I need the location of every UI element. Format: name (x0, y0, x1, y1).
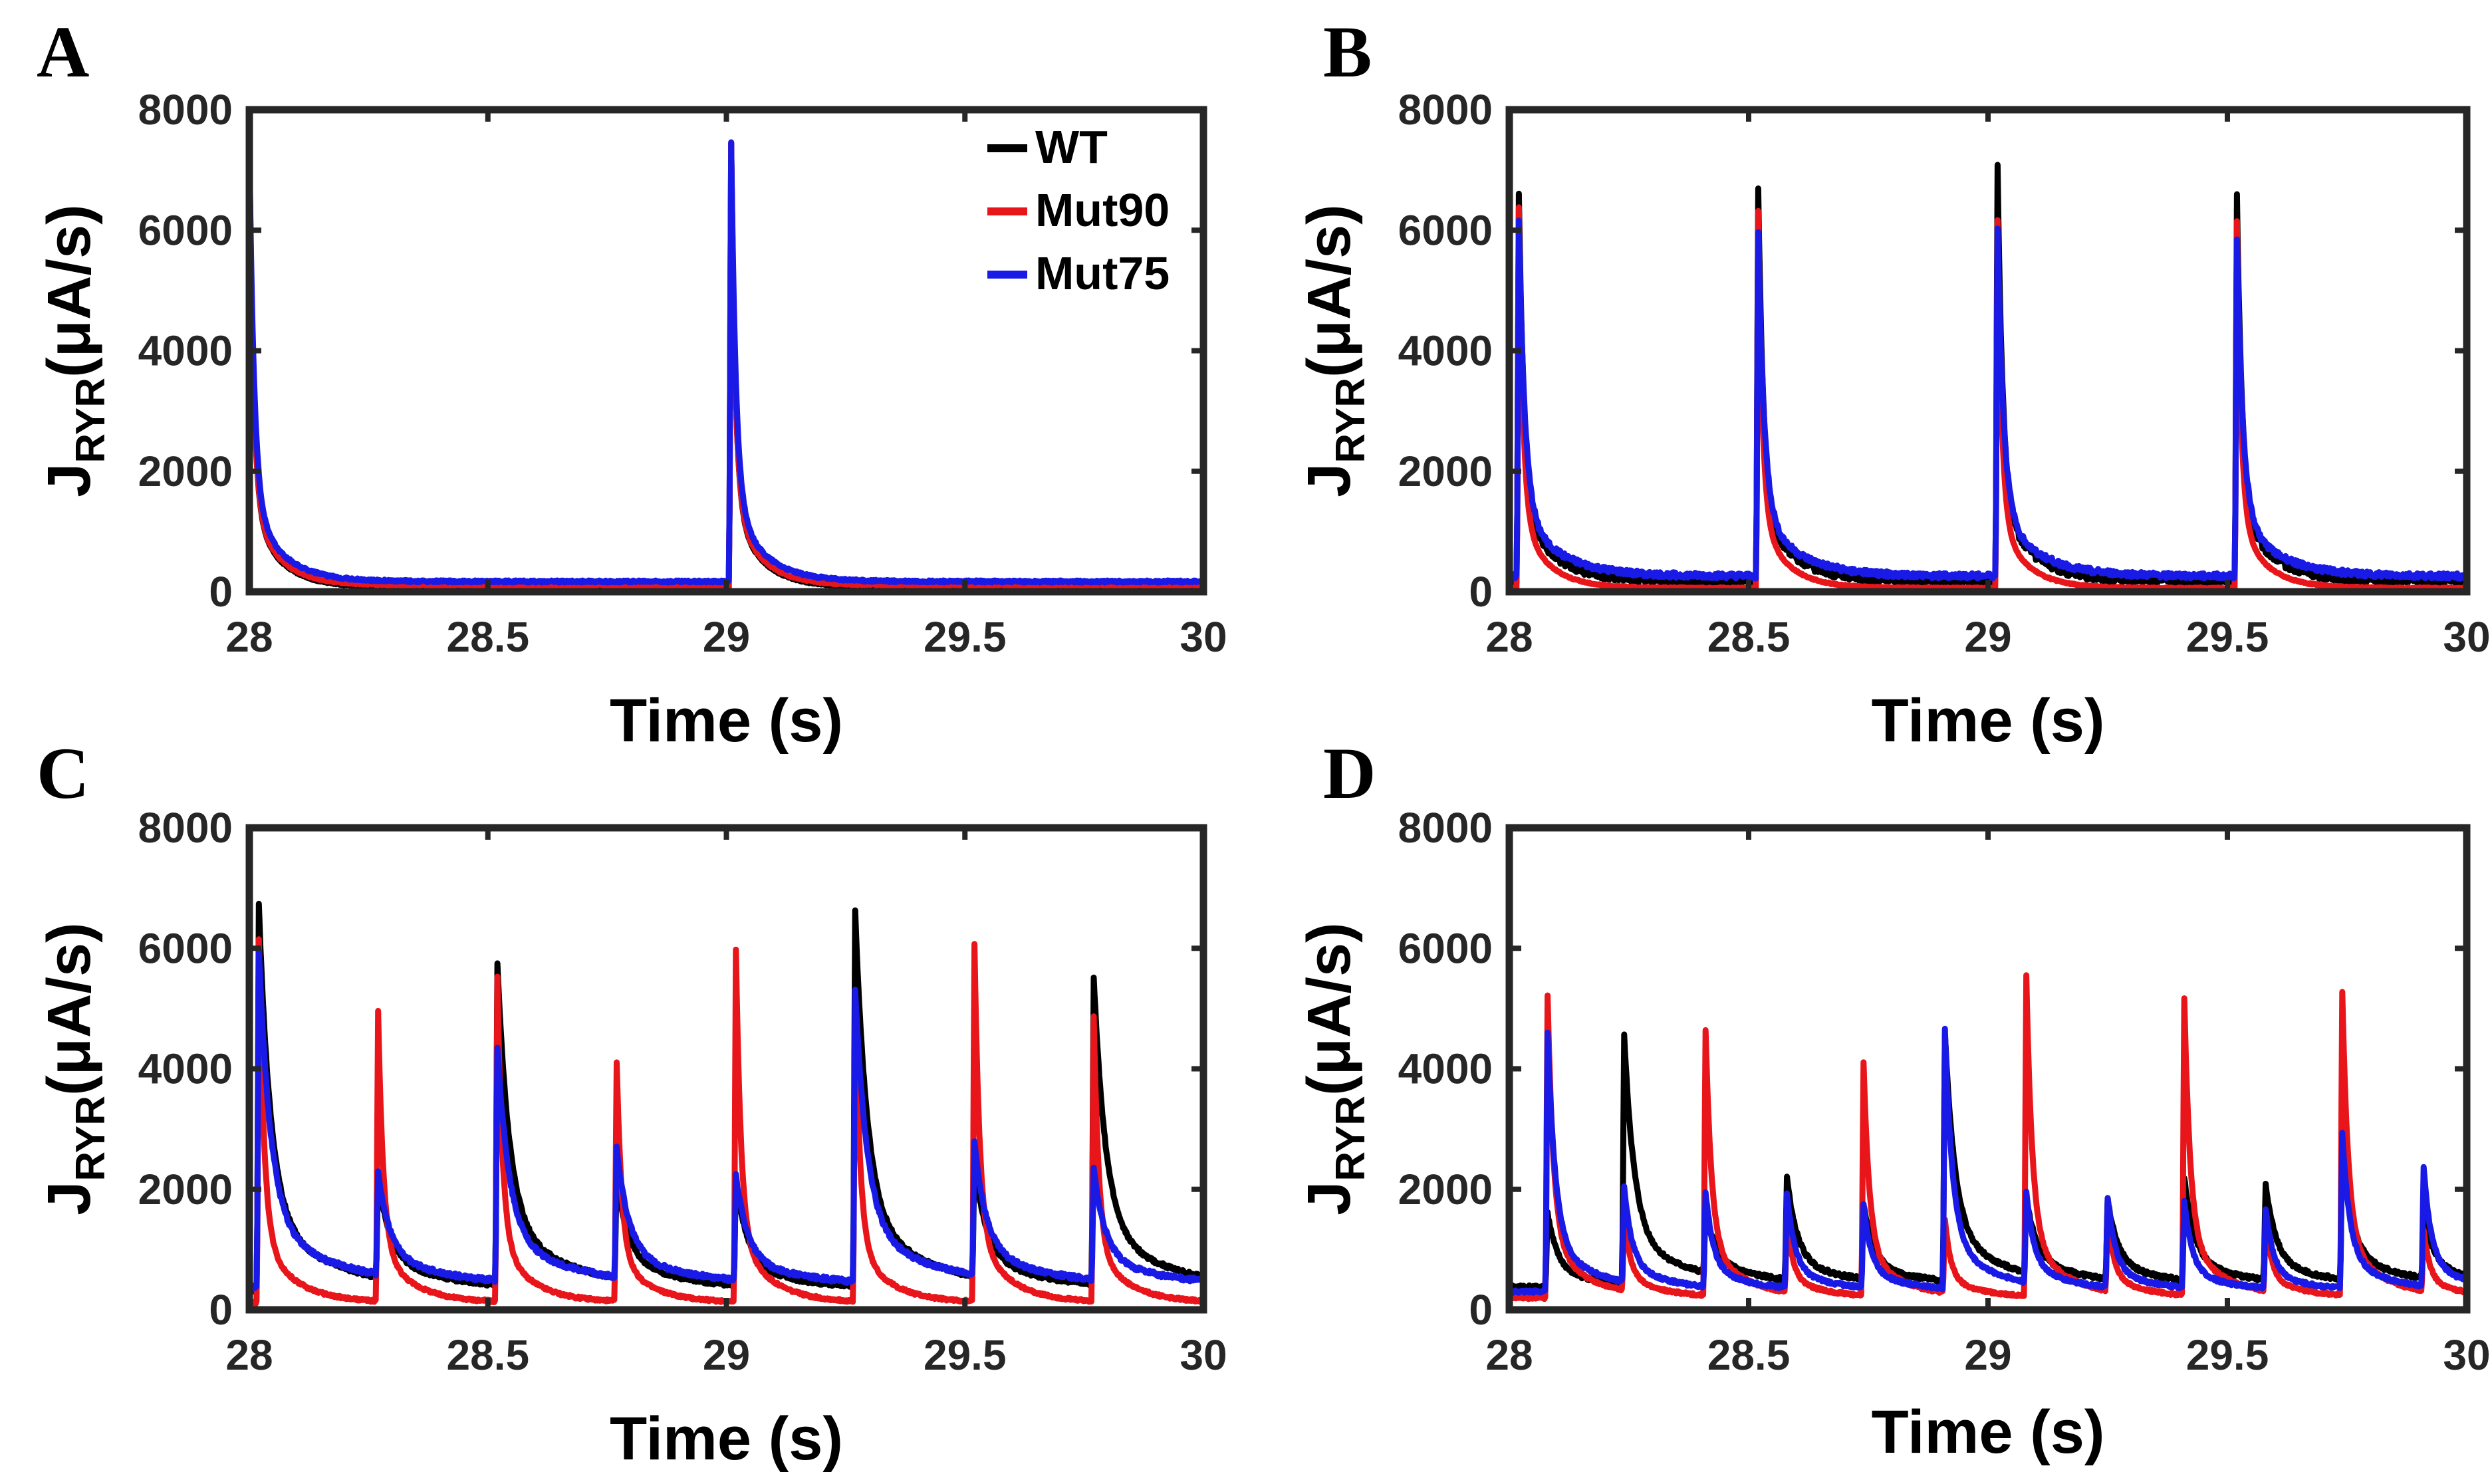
y-axis-label-d: JRYR(μA/s) (1295, 922, 1374, 1215)
y-tick-label-c: 0 (209, 1286, 233, 1334)
y-axis-label-unit-b: (μA/s) (1295, 204, 1363, 378)
x-tick-label-c: 28.5 (446, 1331, 529, 1379)
y-tick-label-b: 0 (1469, 568, 1493, 616)
y-axis-label-b: JRYR(μA/s) (1295, 204, 1374, 497)
y-axis-label-unit-c: (μA/s) (35, 922, 103, 1096)
x-tick-label-a: 28 (225, 613, 273, 661)
y-tick-label-b: 2000 (1398, 447, 1493, 495)
x-axis-label-c: Time (s) (610, 1405, 843, 1473)
y-tick-label-d: 4000 (1398, 1045, 1493, 1093)
x-tick-label-b: 28 (1485, 613, 1533, 661)
y-axis-label-main-b: J (1295, 463, 1363, 497)
y-tick-label-b: 8000 (1398, 86, 1493, 134)
y-axis-label-main-c: J (35, 1181, 103, 1215)
x-tick-label-b: 28.5 (1707, 613, 1791, 661)
legend-label-wt: WT (1035, 121, 1108, 173)
x-axis-label-d: Time (s) (1871, 1398, 2104, 1466)
panel-c-traces (249, 900, 1203, 1307)
y-axis-label-c: JRYR(μA/s) (35, 922, 114, 1215)
y-tick-label-b: 4000 (1398, 327, 1493, 375)
y-tick-label-c: 8000 (138, 804, 233, 852)
y-tick-label-a: 4000 (138, 327, 233, 375)
y-tick-label-d: 0 (1469, 1286, 1493, 1334)
y-axis-label-sub-d: RYR (1328, 1096, 1374, 1181)
y-tick-label-a: 8000 (138, 86, 233, 134)
panel-d-traces (1509, 972, 2467, 1302)
panel-b-traces (1509, 162, 2467, 592)
x-tick-label-d: 28.5 (1707, 1331, 1791, 1379)
panel-letter-d: D (1323, 733, 1376, 814)
x-tick-label-d: 29 (1964, 1331, 2011, 1379)
x-tick-label-d: 30 (2443, 1331, 2490, 1379)
x-tick-label-b: 29.5 (2186, 613, 2269, 661)
legend-label-mut75: Mut75 (1035, 247, 1170, 299)
x-tick-label-c: 29.5 (924, 1331, 1007, 1379)
y-tick-label-d: 6000 (1398, 924, 1493, 972)
x-tick-label-a: 29.5 (924, 613, 1007, 661)
x-tick-label-c: 28 (225, 1331, 273, 1379)
y-tick-label-c: 4000 (138, 1045, 233, 1093)
series-wt-line-b (1509, 162, 2467, 588)
x-tick-label-a: 28.5 (446, 613, 529, 661)
y-tick-label-a: 0 (209, 568, 233, 616)
y-tick-label-c: 6000 (138, 924, 233, 972)
y-tick-label-d: 2000 (1398, 1166, 1493, 1213)
series-mut75-line-b (1509, 217, 2467, 582)
panel-letter-c: C (37, 733, 89, 814)
y-axis-label-sub-a: RYR (68, 378, 114, 463)
x-tick-label-d: 28 (1485, 1331, 1533, 1379)
y-axis-label-a: JRYR(μA/s) (35, 204, 114, 497)
series-mut90-line-c (249, 936, 1203, 1307)
panel-letter-b: B (1323, 11, 1372, 92)
x-tick-label-d: 29.5 (2186, 1331, 2269, 1379)
y-tick-label-a: 2000 (138, 447, 233, 495)
series-wt-line-d (1509, 1031, 2467, 1292)
y-tick-label-d: 8000 (1398, 804, 1493, 852)
x-tick-label-c: 29 (703, 1331, 750, 1379)
series-mut90-line-b (1509, 204, 2467, 592)
x-axis-label-b: Time (s) (1871, 687, 2104, 755)
y-axis-label-unit-a: (μA/s) (35, 204, 103, 378)
axes-box-a (245, 106, 1207, 596)
y-axis-label-sub-c: RYR (68, 1096, 114, 1181)
series-mut75-line-d (1509, 1025, 2467, 1297)
y-axis-label-main-d: J (1295, 1181, 1363, 1215)
axes-layer: 28 28.5 29 29.5 30 0 2000 4000 6000 8000 Time (s) J… (35, 11, 2491, 1473)
legend: WT Mut90 Mut75 (987, 121, 1170, 299)
y-axis-label-unit-d: (μA/s) (1295, 922, 1363, 1096)
x-tick-label-b: 30 (2443, 613, 2490, 661)
series-mut75-line-c (249, 947, 1203, 1292)
y-tick-label-a: 6000 (138, 206, 233, 254)
x-tick-label-a: 30 (1180, 613, 1227, 661)
legend-label-mut90: Mut90 (1035, 184, 1170, 236)
x-tick-label-b: 29 (1964, 613, 2011, 661)
x-tick-label-c: 30 (1180, 1331, 1227, 1379)
series-mut90-line-d (1509, 972, 2467, 1302)
y-tick-label-b: 6000 (1398, 206, 1493, 254)
panel-letter-a: A (37, 11, 89, 92)
x-tick-label-a: 29 (703, 613, 750, 661)
axes-box-b (1505, 106, 2471, 596)
x-axis-label-a: Time (s) (610, 687, 843, 755)
y-axis-label-main-a: J (35, 463, 103, 497)
y-tick-label-c: 2000 (138, 1166, 233, 1213)
y-axis-label-sub-b: RYR (1328, 378, 1374, 463)
